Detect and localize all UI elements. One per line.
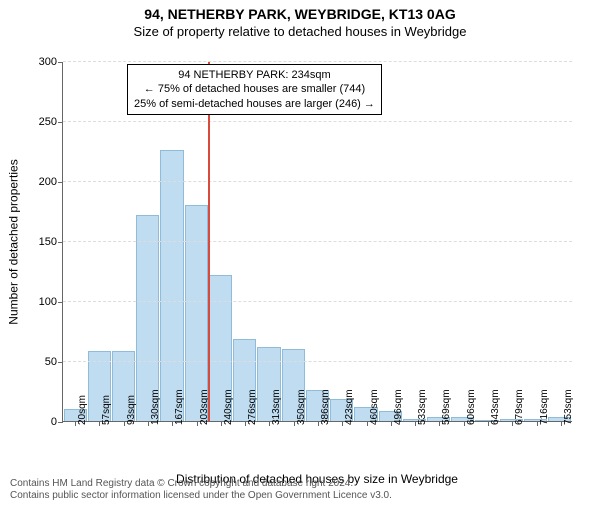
x-tick-label: 313sqm (271, 389, 282, 425)
x-tick-mark (294, 421, 295, 426)
x-tick-label: 643sqm (490, 389, 501, 425)
x-tick-label: 386sqm (320, 389, 331, 425)
x-tick-label: 57sqm (101, 395, 112, 425)
gridline (63, 61, 572, 62)
x-tick-mark (75, 421, 76, 426)
y-tick-mark (58, 362, 63, 363)
x-tick-label: 606sqm (466, 389, 477, 425)
histogram-bar (160, 150, 183, 421)
chart-container: 94, NETHERBY PARK, WEYBRIDGE, KT13 0AG S… (0, 6, 600, 506)
chart-title: 94, NETHERBY PARK, WEYBRIDGE, KT13 0AG (0, 6, 600, 22)
x-tick-mark (391, 421, 392, 426)
x-tick-label: 130sqm (150, 389, 161, 425)
x-tick-mark (221, 421, 222, 426)
y-tick-mark (58, 62, 63, 63)
x-tick-label: 276sqm (247, 389, 258, 425)
y-tick-mark (58, 422, 63, 423)
gridline (63, 361, 572, 362)
y-tick-label: 250 (17, 116, 63, 128)
x-tick-mark (464, 421, 465, 426)
x-tick-label: 679sqm (514, 389, 525, 425)
y-tick-label: 300 (17, 56, 63, 68)
x-tick-label: 423sqm (344, 389, 355, 425)
x-tick-label: 240sqm (223, 389, 234, 425)
x-tick-mark (318, 421, 319, 426)
footnote-line-1: Contains HM Land Registry data © Crown c… (10, 478, 392, 490)
plot-area: 05010015020025030020sqm57sqm93sqm130sqm1… (62, 62, 572, 422)
x-tick-mark (197, 421, 198, 426)
gridline (63, 301, 572, 302)
x-tick-label: 533sqm (417, 389, 428, 425)
y-tick-label: 150 (17, 236, 63, 248)
y-tick-label: 0 (17, 416, 63, 428)
annotation-box: 94 NETHERBY PARK: 234sqm← 75% of detache… (127, 64, 382, 115)
x-tick-label: 20sqm (77, 395, 88, 425)
x-tick-mark (561, 421, 562, 426)
x-tick-mark (124, 421, 125, 426)
x-tick-label: 753sqm (563, 389, 574, 425)
x-tick-mark (367, 421, 368, 426)
x-tick-label: 460sqm (369, 389, 380, 425)
y-tick-label: 50 (17, 356, 63, 368)
x-tick-label: 716sqm (539, 389, 550, 425)
footnote: Contains HM Land Registry data © Crown c… (10, 478, 392, 502)
x-tick-mark (537, 421, 538, 426)
footnote-line-2: Contains public sector information licen… (10, 490, 392, 502)
x-tick-label: 167sqm (174, 389, 185, 425)
annotation-line: 94 NETHERBY PARK: 234sqm (134, 68, 375, 82)
x-tick-mark (415, 421, 416, 426)
y-tick-mark (58, 122, 63, 123)
x-tick-label: 93sqm (126, 395, 137, 425)
y-tick-mark (58, 242, 63, 243)
gridline (63, 241, 572, 242)
y-tick-mark (58, 302, 63, 303)
x-tick-mark (148, 421, 149, 426)
y-tick-mark (58, 182, 63, 183)
gridline (63, 181, 572, 182)
x-tick-mark (488, 421, 489, 426)
chart-subtitle: Size of property relative to detached ho… (0, 24, 600, 39)
x-tick-mark (245, 421, 246, 426)
x-tick-label: 496sqm (393, 389, 404, 425)
annotation-line: ← 75% of detached houses are smaller (74… (134, 82, 375, 96)
x-tick-label: 569sqm (441, 389, 452, 425)
annotation-line: 25% of semi-detached houses are larger (… (134, 97, 375, 111)
x-tick-label: 350sqm (296, 389, 307, 425)
y-tick-label: 200 (17, 176, 63, 188)
y-tick-label: 100 (17, 296, 63, 308)
property-marker-line (208, 62, 210, 421)
gridline (63, 121, 572, 122)
